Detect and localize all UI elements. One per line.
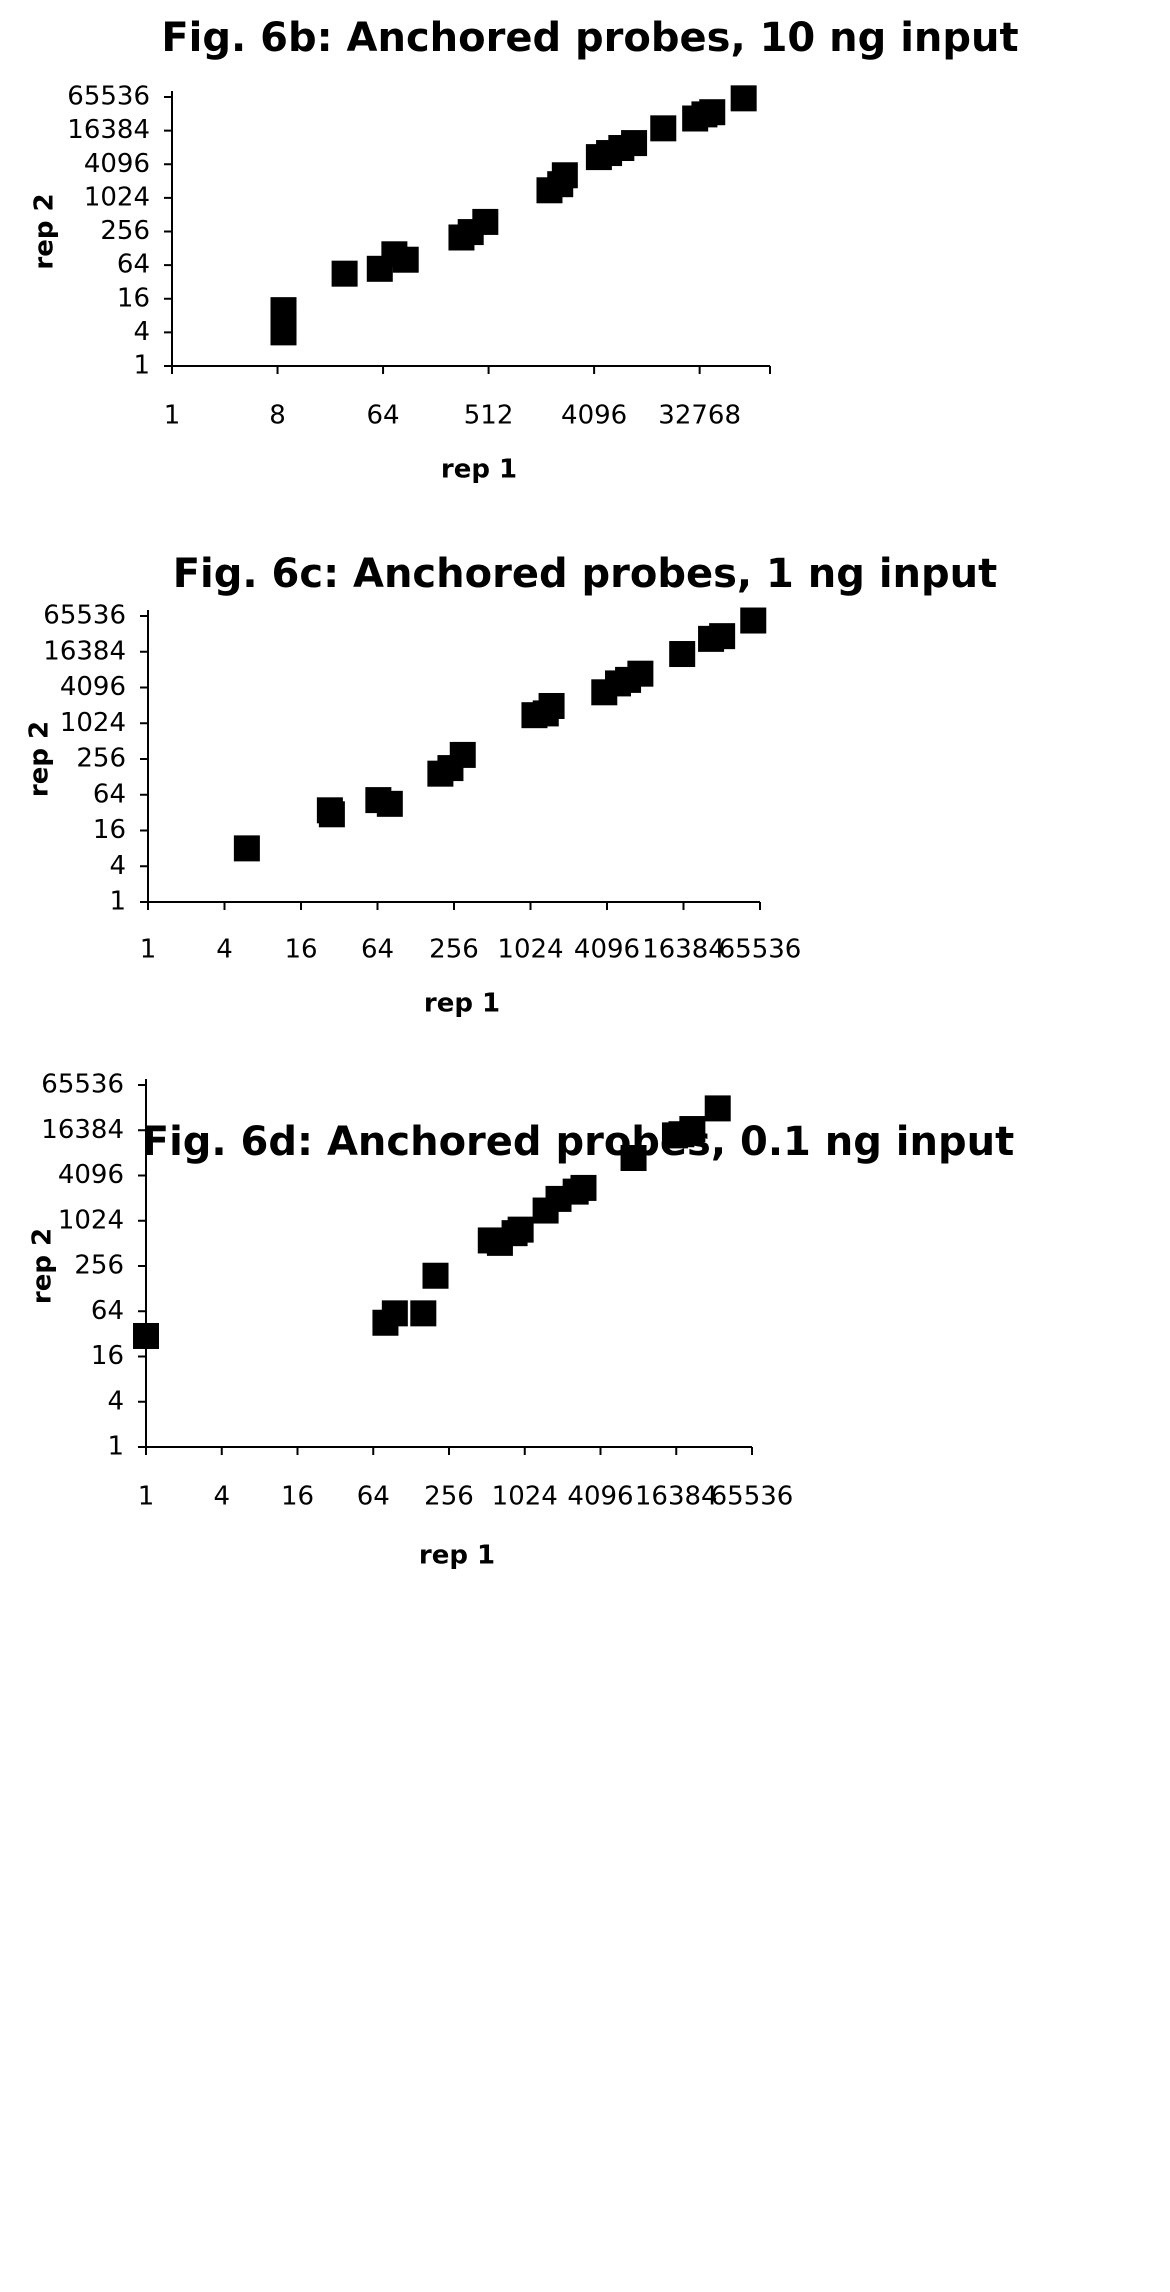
y-tick-label: 256: [100, 216, 150, 246]
data-point: [627, 660, 654, 687]
x-axis-title: rep 1: [441, 455, 517, 485]
data-point: [730, 85, 757, 112]
data-point: [570, 1174, 597, 1201]
chart-panel-2: Fig. 6c: Anchored probes, 1 ng input1416…: [25, 551, 998, 1019]
y-tick-label: 256: [76, 744, 126, 774]
x-tick-label: 1024: [492, 1482, 558, 1512]
x-tick-label: 64: [361, 935, 394, 965]
y-axis-title: rep 2: [30, 193, 60, 269]
y-tick-label: 1024: [84, 182, 150, 212]
data-point: [709, 623, 736, 650]
data-point: [650, 115, 677, 142]
x-tick-label: 1024: [497, 935, 563, 965]
y-tick-label: 65536: [41, 1070, 124, 1100]
y-axis-title: rep 2: [28, 1228, 58, 1304]
y-tick-label: 16384: [41, 1115, 124, 1145]
y-tick-label: 4: [107, 1386, 124, 1416]
y-tick-label: 1: [133, 351, 150, 381]
x-tick-label: 1: [164, 401, 181, 431]
chart-panel-1: Fig. 6b: Anchored probes, 10 ng input 1 4 1…: [30, 15, 1019, 485]
x-tick-label: 4: [213, 1482, 230, 1512]
data-point: [233, 835, 260, 862]
y-tick-label: 64: [93, 779, 126, 809]
y-tick-label: 65536: [43, 601, 126, 631]
chart-panel-3: Fig. 6d: Anchored probes, 0.1 ng input 1 4…: [28, 1070, 1015, 1571]
y-tick-label: 4096: [60, 672, 126, 702]
x-tick-label: 1: [138, 1482, 155, 1512]
x-tick-label: 256: [424, 1482, 474, 1512]
data-point: [704, 1095, 731, 1122]
data-point: [472, 208, 499, 235]
data-point: [551, 162, 578, 189]
data-point: [449, 741, 476, 768]
x-axis-title: rep 1: [424, 989, 500, 1019]
x-tick-label: 16: [281, 1482, 314, 1512]
y-tick-label: 65536: [67, 82, 150, 112]
chart-title: Fig. 6c: Anchored probes, 1 ng input: [173, 551, 998, 597]
x-tick-label: 512: [464, 401, 514, 431]
y-axis-title: rep 2: [25, 721, 55, 797]
x-axis-title: rep 1: [419, 1541, 495, 1571]
y-tick-label: 4096: [84, 149, 150, 179]
data-point: [410, 1300, 437, 1327]
y-tick-label: 16: [117, 283, 150, 313]
y-tick-label: 16: [91, 1341, 124, 1371]
data-point: [318, 801, 345, 828]
y-tick-label: 1024: [60, 708, 126, 738]
chart-title: Fig. 6b: Anchored probes, 10 ng input: [161, 15, 1018, 61]
y-tick-label: 4: [133, 317, 150, 347]
data-point: [376, 790, 403, 817]
data-point: [620, 1145, 647, 1172]
y-tick-label: 64: [91, 1296, 124, 1326]
y-tick-label: 256: [74, 1251, 124, 1281]
y-tick-label: 4096: [58, 1160, 124, 1190]
data-point: [669, 641, 696, 668]
data-point: [381, 1300, 408, 1327]
x-tick-label: 16: [284, 935, 317, 965]
x-tick-label: 4096: [574, 935, 640, 965]
data-point: [422, 1262, 449, 1289]
y-tick-label: 16384: [43, 636, 126, 666]
data-point: [331, 260, 358, 287]
x-tick-label: 65536: [719, 935, 802, 965]
data-point: [270, 319, 297, 346]
data-point: [507, 1216, 534, 1243]
y-tick-label: 16384: [67, 115, 150, 145]
x-tick-label: 1: [140, 935, 157, 965]
x-tick-label: 16384: [635, 1482, 718, 1512]
data-point: [133, 1322, 159, 1349]
y-tick-label: 4: [109, 851, 126, 881]
y-tick-label: 16: [93, 815, 126, 845]
data-point: [679, 1116, 706, 1143]
x-tick-label: 65536: [711, 1482, 794, 1512]
y-tick-label: 1024: [58, 1205, 124, 1235]
x-tick-label: 32768: [658, 401, 741, 431]
y-tick-label: 64: [117, 250, 150, 280]
x-tick-label: 64: [357, 1482, 390, 1512]
x-tick-label: 16384: [642, 935, 725, 965]
x-tick-label: 4: [216, 935, 233, 965]
data-point: [392, 246, 419, 273]
data-point: [621, 130, 648, 157]
y-tick-label: 1: [107, 1432, 124, 1462]
data-point: [538, 692, 565, 719]
x-tick-label: 64: [367, 401, 400, 431]
x-tick-label: 4096: [561, 401, 627, 431]
x-tick-label: 8: [269, 401, 286, 431]
chart-title: Fig. 6d: Anchored probes, 0.1 ng input: [142, 1119, 1014, 1165]
x-tick-label: 4096: [567, 1482, 633, 1512]
data-point: [699, 99, 726, 126]
x-tick-label: 256: [429, 935, 479, 965]
data-point: [740, 607, 767, 634]
y-tick-label: 1: [109, 887, 126, 917]
